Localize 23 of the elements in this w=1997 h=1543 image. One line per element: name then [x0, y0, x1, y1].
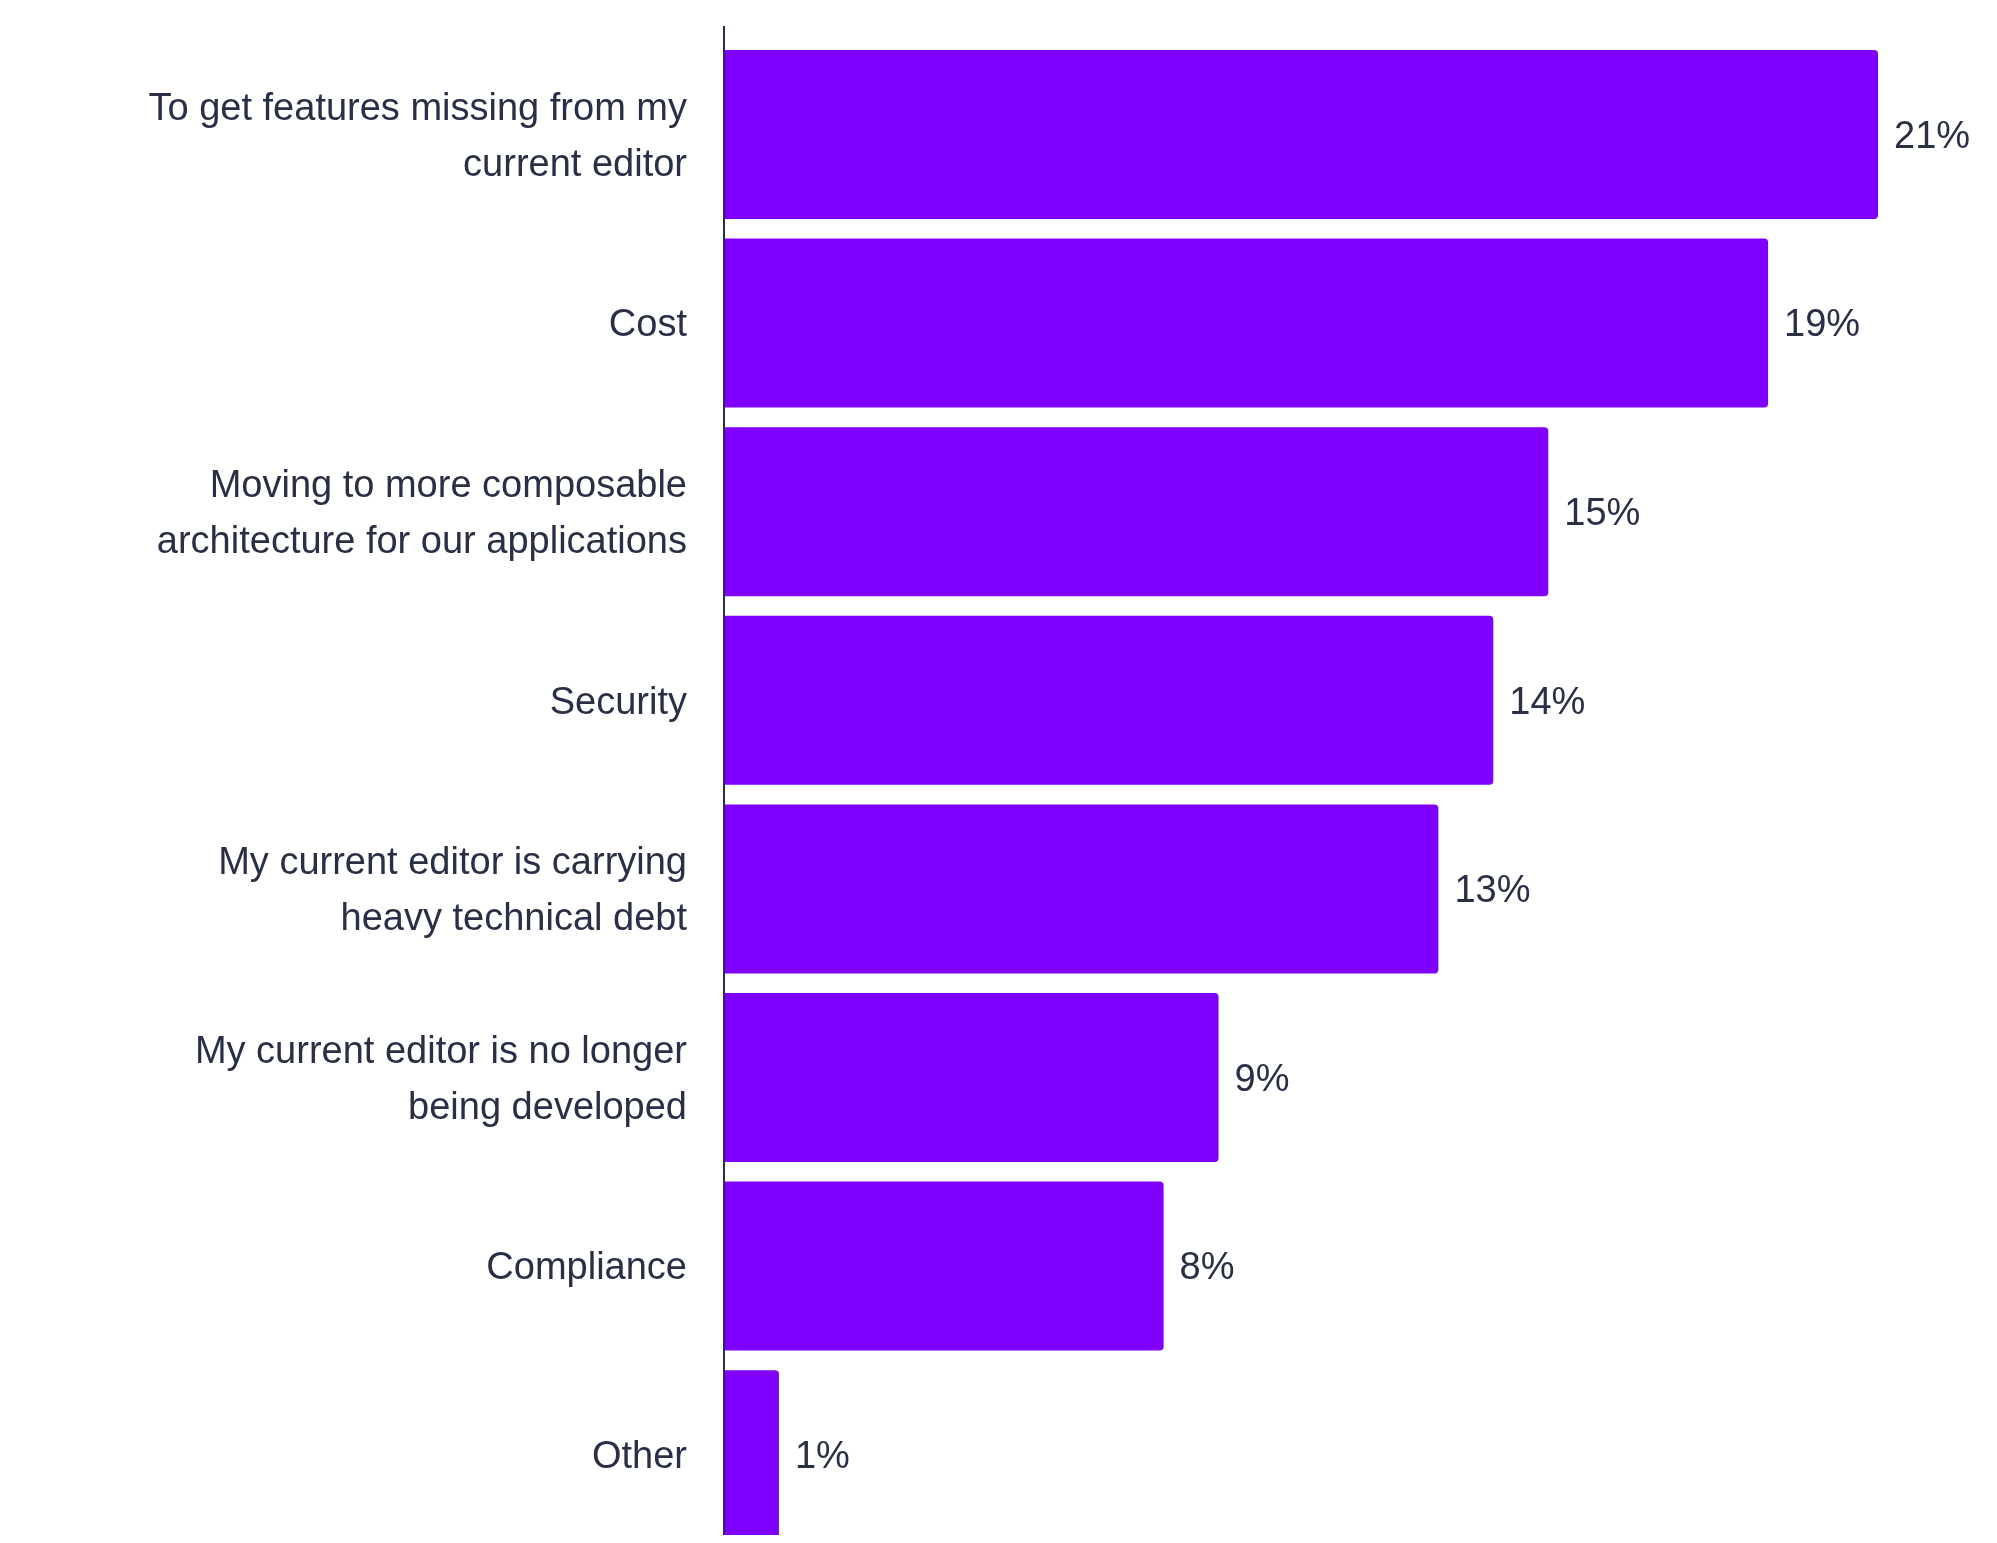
- data-label: 9%: [1234, 1056, 1290, 1099]
- bar: [724, 238, 1769, 408]
- bar: [724, 1181, 1164, 1351]
- bar: [724, 427, 1549, 597]
- y-tick-label: My current editor is carrying heavy technical debt: [218, 840, 688, 939]
- y-tick-label: My current editor is no longer being developed: [194, 1028, 688, 1127]
- data-label: 21%: [1894, 113, 1971, 156]
- y-tick-label: Moving to more composable architecture for our applications: [156, 463, 687, 561]
- data-label: 13%: [1454, 868, 1531, 911]
- bar: [724, 804, 1439, 974]
- y-tick-label: To get features missing from my current editor: [148, 85, 688, 184]
- y-tick-label: Compliance: [486, 1245, 687, 1288]
- bar: [724, 615, 1494, 785]
- data-label: 19%: [1784, 302, 1861, 345]
- data-label: 1%: [794, 1434, 850, 1476]
- data-label: 14%: [1509, 679, 1586, 722]
- data-label: 8%: [1179, 1245, 1235, 1288]
- bar: [724, 993, 1219, 1162]
- y-tick-label: Other: [591, 1434, 688, 1476]
- bar: [724, 50, 1878, 219]
- data-label: 15%: [1564, 491, 1641, 533]
- y-tick-label: Cost: [608, 302, 688, 345]
- y-tick-label: Security: [549, 679, 687, 722]
